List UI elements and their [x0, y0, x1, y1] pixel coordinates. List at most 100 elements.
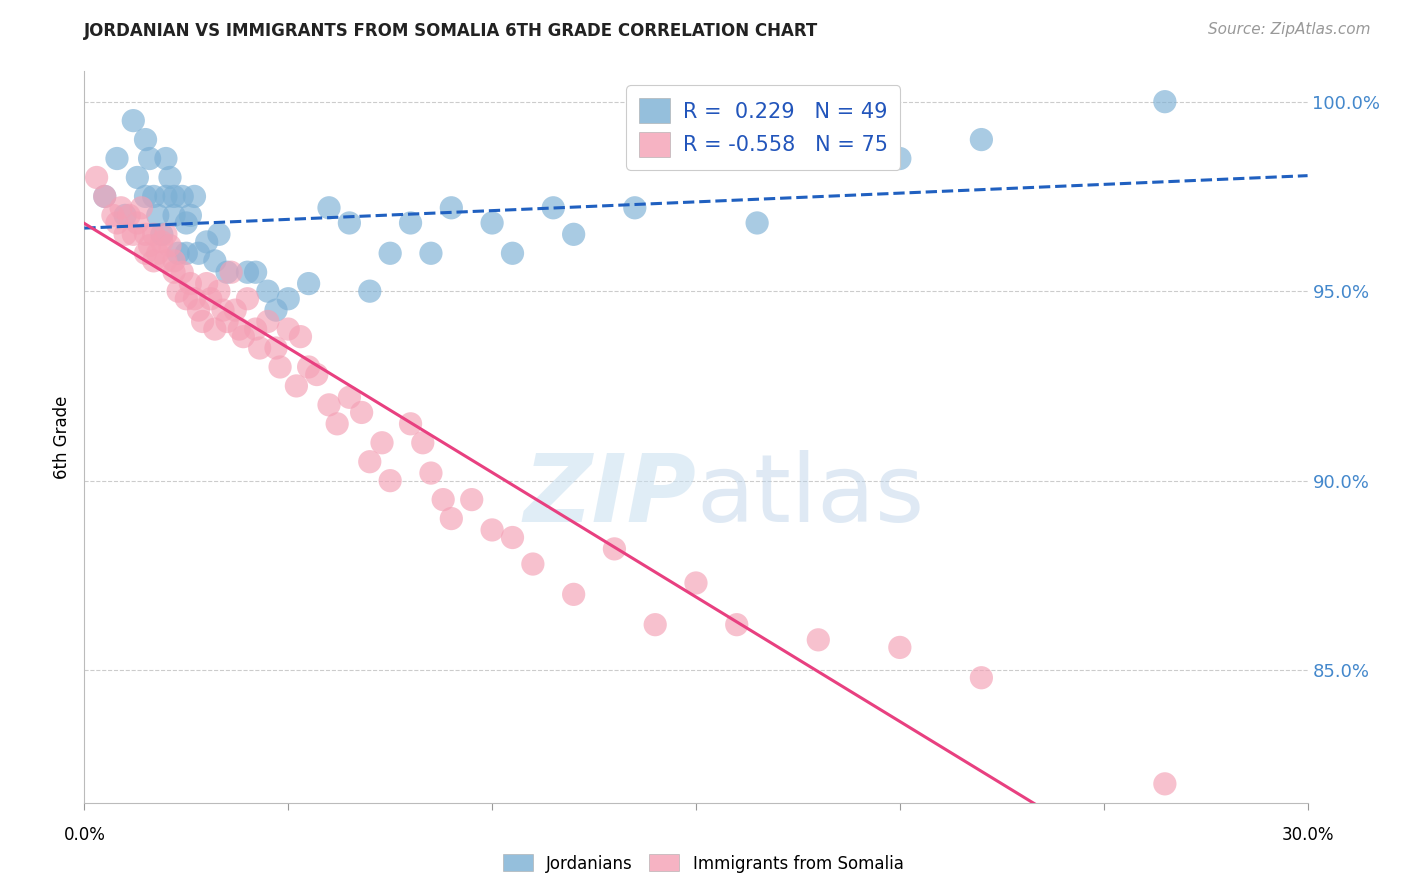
Point: [204, 322, 226, 336]
Point: [163, 208, 186, 222]
Point: [163, 189, 186, 203]
Point: [249, 341, 271, 355]
Point: [277, 322, 299, 336]
Point: [114, 227, 136, 242]
Point: [290, 329, 312, 343]
Point: [86, 170, 108, 185]
Text: ZIP: ZIP: [523, 450, 696, 541]
Text: JORDANIAN VS IMMIGRANTS FROM SOMALIA 6TH GRADE CORRELATION CHART: JORDANIAN VS IMMIGRANTS FROM SOMALIA 6TH…: [84, 22, 818, 40]
Point: [142, 227, 165, 242]
Point: [502, 531, 524, 545]
Point: [155, 227, 177, 242]
Point: [191, 314, 214, 328]
Point: [105, 152, 128, 166]
Point: [155, 152, 177, 166]
Point: [245, 265, 267, 279]
Point: [163, 265, 186, 279]
Point: [326, 417, 349, 431]
Point: [624, 201, 647, 215]
Point: [522, 557, 544, 571]
Point: [208, 284, 231, 298]
Point: [1154, 777, 1177, 791]
Point: [118, 208, 141, 222]
Point: [399, 417, 422, 431]
Point: [285, 379, 308, 393]
Point: [138, 238, 160, 252]
Point: [146, 208, 169, 222]
Point: [245, 322, 267, 336]
Point: [183, 292, 205, 306]
Point: [159, 170, 181, 185]
Point: [172, 189, 194, 203]
Point: [187, 246, 209, 260]
Point: [412, 435, 434, 450]
Point: [264, 303, 287, 318]
Point: [236, 292, 259, 306]
Point: [277, 292, 299, 306]
Point: [481, 216, 503, 230]
Point: [167, 284, 190, 298]
Point: [187, 303, 209, 318]
Text: Source: ZipAtlas.com: Source: ZipAtlas.com: [1208, 22, 1371, 37]
Point: [217, 314, 239, 328]
Point: [339, 390, 361, 404]
Point: [807, 632, 830, 647]
Point: [371, 435, 394, 450]
Point: [172, 265, 194, 279]
Point: [122, 227, 145, 242]
Point: [461, 492, 484, 507]
Point: [155, 253, 177, 268]
Point: [232, 329, 254, 343]
Point: [562, 227, 585, 242]
Point: [350, 405, 373, 419]
Point: [318, 398, 340, 412]
Point: [110, 201, 132, 215]
Point: [339, 216, 361, 230]
Point: [93, 189, 117, 203]
Point: [380, 474, 402, 488]
Point: [212, 303, 235, 318]
Point: [440, 201, 463, 215]
Point: [159, 238, 181, 252]
Point: [114, 208, 136, 222]
Point: [138, 152, 160, 166]
Point: [101, 208, 124, 222]
Point: [359, 284, 381, 298]
Point: [131, 201, 153, 215]
Y-axis label: 6th Grade: 6th Grade: [53, 395, 72, 479]
Point: [93, 189, 117, 203]
Point: [440, 511, 463, 525]
Point: [135, 132, 157, 146]
Point: [380, 246, 402, 260]
Point: [142, 253, 165, 268]
Point: [135, 189, 157, 203]
Point: [219, 265, 242, 279]
Point: [163, 253, 186, 268]
Point: [195, 235, 218, 249]
Point: [176, 216, 198, 230]
Point: [970, 671, 993, 685]
Point: [146, 246, 169, 260]
Point: [150, 235, 173, 249]
Point: [502, 246, 524, 260]
Point: [135, 246, 157, 260]
Point: [264, 341, 287, 355]
Point: [399, 216, 422, 230]
Point: [200, 292, 222, 306]
Point: [127, 170, 149, 185]
Point: [105, 216, 128, 230]
Point: [150, 227, 173, 242]
Point: [228, 322, 250, 336]
Point: [127, 216, 149, 230]
Point: [432, 492, 454, 507]
Point: [420, 466, 443, 480]
Point: [298, 359, 321, 374]
Point: [359, 455, 381, 469]
Point: [257, 284, 280, 298]
Point: [644, 617, 666, 632]
Point: [889, 640, 911, 655]
Point: [195, 277, 218, 291]
Point: [481, 523, 503, 537]
Point: [562, 587, 585, 601]
Point: [747, 216, 769, 230]
